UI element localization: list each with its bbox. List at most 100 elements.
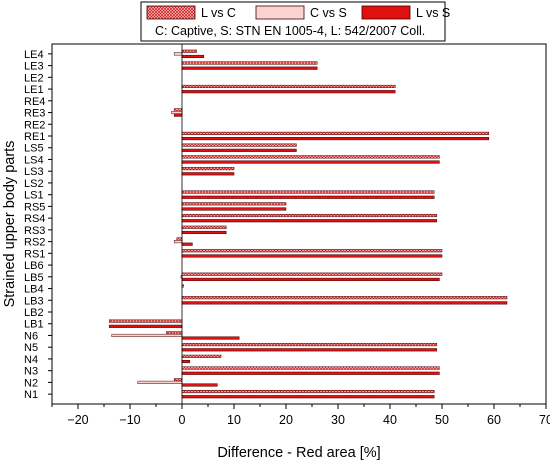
bar-l-vs-c-n3 [181,366,440,370]
bar-l-vs-s-n3 [181,371,440,375]
y-tick-label-lb6: LB6 [24,260,44,272]
bar-l-vs-c-lb1 [108,319,183,323]
y-tick-label-lb1: LB1 [24,319,44,331]
bar-l-vs-c-rs5 [181,202,287,206]
legend-swatch-l-vs-s [361,5,411,20]
y-tick-label-rs5: RS5 [24,201,45,213]
x-tick-label: 20 [279,413,293,427]
plot-area [51,43,547,405]
bar-l-vs-s-n4 [181,359,191,364]
y-tick-label-rs1: RS1 [24,248,45,260]
bar-c-vs-s-n6 [111,333,183,338]
bar-l-vs-s-lb5 [181,277,440,281]
x-tick-label: 30 [331,413,345,427]
bar-l-vs-s-ls1 [181,195,435,199]
bar-l-vs-s-lb1 [108,324,183,328]
y-tick-label-re3: RE3 [24,108,45,120]
y-tick-label-le3: LE3 [24,61,44,73]
x-tick-label: 0 [179,413,186,427]
y-axis-title: Strained upper body parts [2,141,18,308]
bar-l-vs-c-ls4 [181,155,440,159]
y-tick-label-n6: N6 [24,330,38,342]
bar-l-vs-c-ls1 [181,190,435,194]
bar-l-vs-c-lb5 [181,272,443,276]
y-tick-label-le4: LE4 [24,49,44,61]
bar-l-vs-c-le1 [181,84,396,89]
bar-l-vs-s-le4 [181,54,205,59]
bar-l-vs-s-le3 [181,66,318,70]
x-tick-label: 70 [539,413,550,427]
x-tick-label: 40 [383,413,397,427]
x-tick-label: −20 [67,413,88,427]
bar-l-vs-c-rs3 [181,225,227,229]
legend-label-l-vs-s: L vs S [416,6,450,20]
bar-l-vs-c-ls3 [181,167,235,171]
y-tick-label-rs2: RS2 [24,237,45,249]
y-tick-label-re2: RE2 [24,119,45,131]
bar-l-vs-s-ls4 [181,160,440,164]
y-tick-label-lb5: LB5 [24,272,44,284]
y-tick-label-lb3: LB3 [24,295,44,307]
y-tick-label-ls3: LS3 [24,166,44,178]
bar-l-vs-c-n4 [181,354,222,358]
y-tick-label-n5: N5 [24,342,38,354]
y-tick-label-ls4: LS4 [24,154,44,166]
y-tick-label-n3: N3 [24,366,38,378]
y-tick-label-n4: N4 [24,354,38,366]
bar-l-vs-s-ls3 [181,172,235,176]
bar-l-vs-c-le3 [181,61,318,65]
x-tick-label: 60 [487,413,501,427]
bar-l-vs-c-rs4 [181,213,438,218]
bar-l-vs-s-n2 [181,383,218,387]
bar-l-vs-s-rs3 [181,230,227,235]
y-tick-label-lb4: LB4 [24,284,44,296]
x-tick-label: 10 [227,413,241,427]
bar-l-vs-c-n1 [181,389,435,394]
bar-l-vs-c-re1 [181,131,490,135]
axes-group: −20 −10 0 10 20 30 40 50 60 70N1N2N3N4N5N6LB1LB2L… [24,44,550,427]
y-tick-label-rs3: RS3 [24,225,45,237]
bar-l-vs-s-re3 [173,113,183,117]
bar-l-vs-c-n2 [173,378,183,382]
legend-label-l-vs-c: L vs C [201,6,236,20]
bar-l-vs-s-n5 [181,348,438,352]
bar-l-vs-c-le4 [181,49,197,53]
legend-label-c-vs-s: C vs S [310,6,347,20]
bar-l-vs-c-n5 [181,343,438,347]
x-axis-title: Difference - Red area [%] [217,445,380,461]
bar-c-vs-s-re3 [171,110,183,115]
bar-l-vs-c-rs2 [176,237,183,241]
legend-swatch-c-vs-s [255,5,305,20]
legend: L vs C C vs S L vs S C: Captive, S: STN … [140,1,450,42]
x-tick-label: −10 [119,413,140,427]
bar-c-vs-s-n2 [137,380,183,384]
bar-l-vs-c-re3 [173,108,183,112]
y-tick-label-n1: N1 [24,389,38,401]
y-tick-label-ls5: LS5 [24,143,44,155]
bar-l-vs-c-lb3 [181,296,508,300]
y-tick-label-re4: RE4 [24,96,45,108]
bar-l-vs-s-ls5 [181,148,297,152]
y-tick-label-rs4: RS4 [24,213,45,225]
y-tick-label-ls2: LS2 [24,178,44,190]
x-tick-label: 50 [435,413,449,427]
bar-l-vs-s-le1 [181,90,396,94]
y-tick-label-n2: N2 [24,377,38,389]
y-tick-label-le1: LE1 [24,84,44,96]
y-tick-label-le2: LE2 [24,72,44,84]
bar-c-vs-s-rs2 [173,240,183,244]
bar-l-vs-c-n6 [166,331,183,335]
bar-l-vs-s-rs4 [181,219,438,223]
bar-l-vs-s-rs1 [181,254,443,258]
bar-l-vs-s-lb3 [181,301,508,305]
y-tick-label-re1: RE1 [24,131,45,143]
bar-l-vs-s-n1 [181,395,435,399]
y-tick-label-ls1: LS1 [24,190,44,202]
bar-l-vs-c-ls5 [181,143,297,147]
bar-l-vs-s-n6 [181,336,240,340]
bar-c-vs-s-le4 [173,52,183,56]
legend-note: C: Captive, S: STN EN 1005-4, L: 542/200… [155,24,425,38]
bar-l-vs-s-rs2 [181,242,193,246]
bar-l-vs-s-rs5 [181,207,287,211]
